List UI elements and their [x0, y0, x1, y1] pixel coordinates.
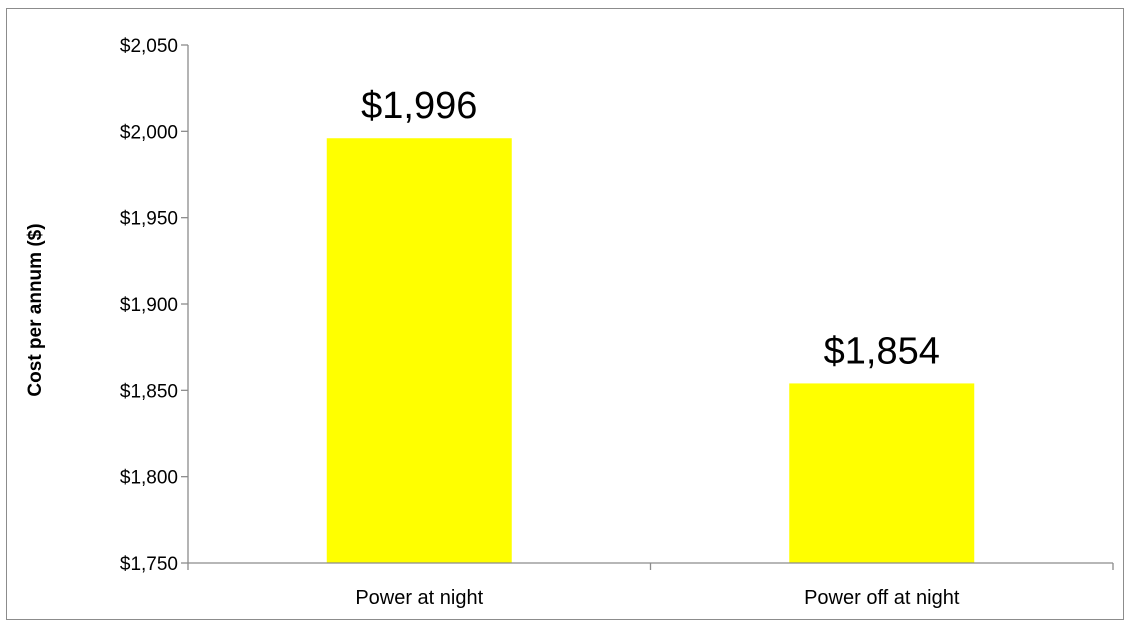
y-tick-label: $2,000 — [120, 122, 178, 143]
y-axis-ticks: $1,750 $1,800 $1,850 $1,900 $1,950 $2,000 $2,0… — [120, 36, 188, 575]
y-tick-label: $1,950 — [120, 209, 178, 230]
y-tick-label: $1,750 — [120, 554, 178, 575]
bar — [326, 138, 512, 564]
data-label: $1,996 — [361, 85, 477, 127]
x-category-label: Power off at night — [804, 587, 960, 609]
data-labels: $1,996 Power at night $1,854 Power off at n… — [355, 85, 960, 609]
y-tick-label: $2,050 — [120, 36, 178, 57]
y-tick-label: $1,900 — [120, 295, 178, 316]
bars — [326, 138, 975, 564]
y-tick-label: $1,850 — [120, 381, 178, 402]
data-label: $1,854 — [824, 330, 940, 372]
bar — [789, 383, 975, 563]
y-tick-label: $1,800 — [120, 468, 178, 489]
x-axis-ticks — [187, 563, 1114, 570]
x-category-label: Power at night — [355, 587, 483, 609]
y-axis-title: Cost per annum ($) — [25, 223, 46, 396]
